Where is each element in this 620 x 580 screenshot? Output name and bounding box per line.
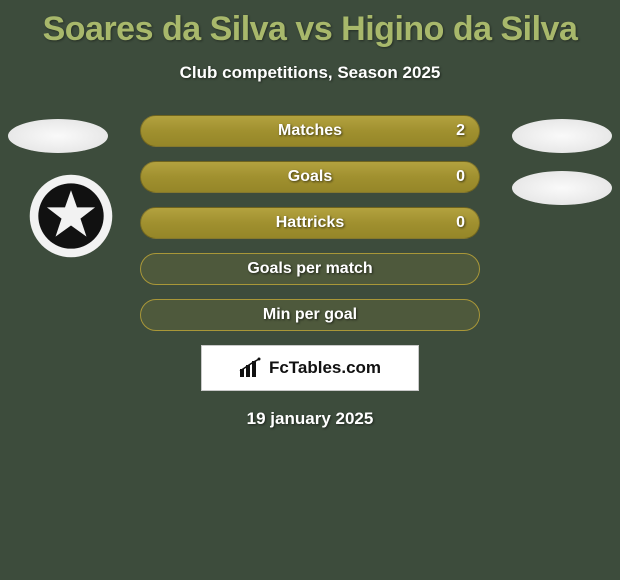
stat-label: Hattricks bbox=[276, 214, 344, 232]
snapshot-date: 19 january 2025 bbox=[0, 409, 620, 429]
stat-label: Min per goal bbox=[263, 306, 357, 324]
brand-text: FcTables.com bbox=[269, 358, 381, 378]
season-subtitle: Club competitions, Season 2025 bbox=[0, 63, 620, 83]
stat-value: 2 bbox=[456, 122, 465, 140]
stat-value: 0 bbox=[456, 214, 465, 232]
stat-bar-hattricks: Hattricks 0 bbox=[140, 207, 480, 239]
stat-label: Goals per match bbox=[247, 260, 372, 278]
club-logo bbox=[28, 173, 114, 259]
player-badge-right-placeholder-2 bbox=[512, 171, 612, 205]
player-badge-right-placeholder-1 bbox=[512, 119, 612, 153]
stat-value: 0 bbox=[456, 168, 465, 186]
comparison-title: Soares da Silva vs Higino da Silva bbox=[0, 0, 620, 49]
player-badge-left-placeholder bbox=[8, 119, 108, 153]
stats-area: Matches 2 Goals 0 Hattricks 0 Goals per … bbox=[0, 115, 620, 429]
stat-label: Goals bbox=[288, 168, 332, 186]
stat-bar-goals: Goals 0 bbox=[140, 161, 480, 193]
bar-chart-icon bbox=[239, 357, 263, 379]
stat-bar-min-per-goal: Min per goal bbox=[140, 299, 480, 331]
stat-bar-matches: Matches 2 bbox=[140, 115, 480, 147]
stat-label: Matches bbox=[278, 122, 342, 140]
stat-bar-goals-per-match: Goals per match bbox=[140, 253, 480, 285]
brand-box: FcTables.com bbox=[201, 345, 419, 391]
stat-bars: Matches 2 Goals 0 Hattricks 0 Goals per … bbox=[140, 115, 480, 331]
